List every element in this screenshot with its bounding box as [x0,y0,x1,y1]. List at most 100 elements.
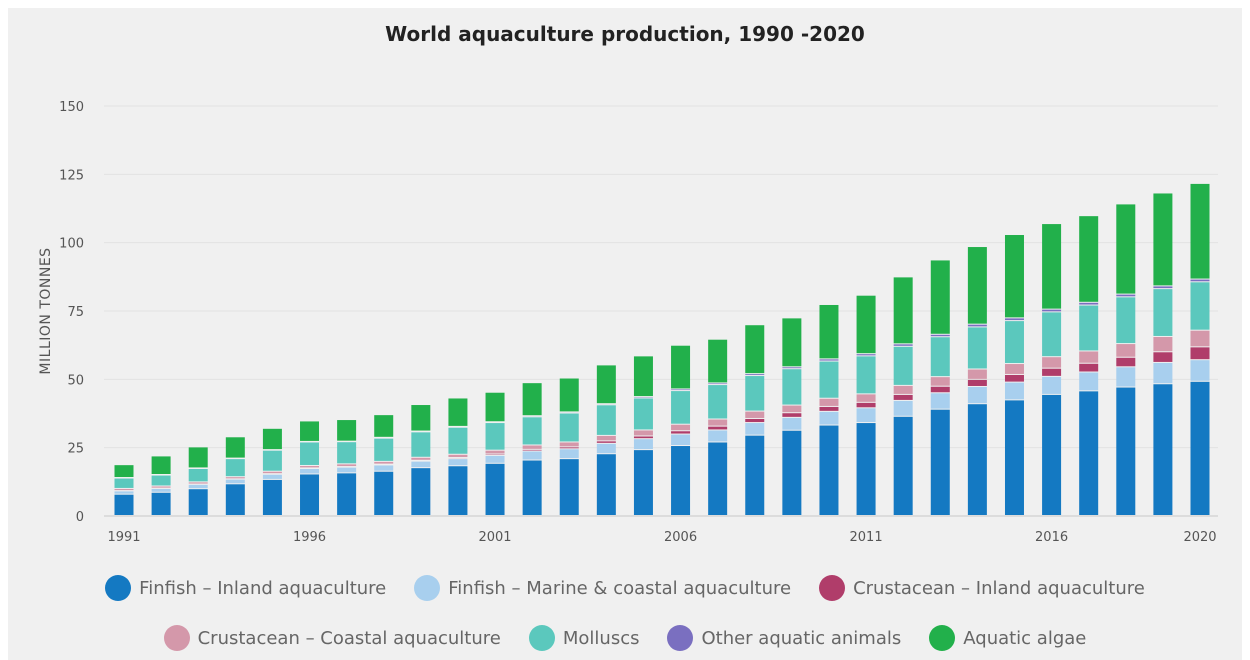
bar-segment [151,492,171,515]
legend-swatch [163,625,190,651]
bar-segment [1042,376,1062,394]
bar-segment [893,400,913,416]
y-tick-label: 125 [59,168,84,183]
bar-segment [596,405,616,435]
bar-segment [819,425,839,515]
bar-segment [225,459,245,477]
bar-segment [930,377,950,386]
bar-segment [522,445,542,449]
bar-segment [374,461,394,464]
legend-row-1: Finfish – Inland aquaculture Finfish – Ma… [0,575,1250,601]
bar-segment [559,459,579,515]
bar-segment [967,327,987,369]
legend-item[interactable]: Molluscs [528,625,639,651]
bar-segment [559,447,579,449]
bar-segment [1190,330,1210,347]
bar-segment [1116,357,1136,367]
x-tick-label: 2001 [478,530,511,545]
bar-segment [114,488,134,491]
bar-segment [262,474,282,479]
bar-segment [1004,321,1024,364]
bar-segment [374,415,394,437]
bar-segment [708,430,728,442]
bar-segment [856,408,876,423]
bar-segment [930,337,950,377]
bar-segment [1042,368,1062,376]
x-tick-label: 2020 [1183,530,1216,545]
bar-segment [337,473,357,515]
legend-item[interactable]: Other aquatic animals [667,625,901,651]
bar-segment [485,423,505,450]
legend-swatch [528,625,555,651]
bar-segment [1190,347,1210,360]
y-tick-label: 75 [67,305,84,320]
bar-segment [745,376,765,411]
bar-segment [1153,352,1173,362]
bar-segment [633,356,653,397]
bar-segment [374,465,394,471]
bar-segment [448,466,468,515]
bar-segment [151,486,171,488]
bar-segment [522,460,542,515]
bar-segment [188,484,208,489]
bar-segment [448,454,468,458]
bar-segment [300,474,320,515]
bar-segment [1079,351,1099,363]
bar-segment [1153,362,1173,384]
bar-segment [1190,381,1210,515]
bar-segment [1004,374,1024,382]
x-tick-label: 1991 [107,530,140,545]
bar-segment [151,475,171,486]
bar-segment [1116,367,1136,387]
bar-segment [1004,318,1024,321]
bar-segment [1004,400,1024,515]
bar-segment [1042,394,1062,515]
bar-segment [1079,302,1099,305]
bar-segment [337,467,357,473]
bar-segment [448,427,468,454]
bar-segment [188,468,208,482]
bar-segment [1153,384,1173,515]
bar-segment [262,450,282,471]
legend-label: Crustacean – Inland aquaculture [853,577,1145,599]
bar-segment [225,484,245,515]
bar-segment [967,404,987,515]
x-tick-label: 2006 [664,530,697,545]
bar-segment [856,402,876,408]
bar-segment [114,478,134,488]
bar-segment [671,446,691,515]
bar-segment [782,367,802,369]
legend-swatch [105,575,132,601]
bar-segment [522,383,542,416]
bar-segment [819,304,839,359]
bar-segment [1190,360,1210,381]
bar-segment [225,477,245,479]
bar-segment [633,430,653,436]
bar-segment [485,455,505,463]
bar-segment [411,468,431,515]
legend-item[interactable]: Aquatic algae [929,625,1086,651]
legend-item[interactable]: Crustacean – Coastal aquaculture [163,625,501,651]
bar-segment [633,439,653,450]
bar-segment [300,468,320,474]
bar-segment [745,374,765,376]
bar-segment [708,419,728,426]
bar-segment [671,391,691,424]
bar-segment [633,436,653,439]
y-tick-label: 100 [59,237,84,252]
bar-segment [819,359,839,361]
bar-segment [856,295,876,354]
legend-item[interactable]: Crustacean – Inland aquaculture [819,575,1145,601]
bar-segment [374,438,394,461]
legend-item[interactable]: Finfish – Marine & coastal aquaculture [414,575,791,601]
bar-segment [1153,289,1173,336]
y-tick-label: 0 [76,510,84,525]
bar-segment [930,386,950,393]
legend-label: Finfish – Inland aquaculture [139,577,387,599]
bar-segment [485,450,505,454]
bar-segment [745,418,765,423]
bar-segment [596,443,616,454]
x-tick-label: 2011 [850,530,883,545]
legend-item[interactable]: Finfish – Inland aquaculture [105,575,386,601]
bar-segment [151,488,171,492]
